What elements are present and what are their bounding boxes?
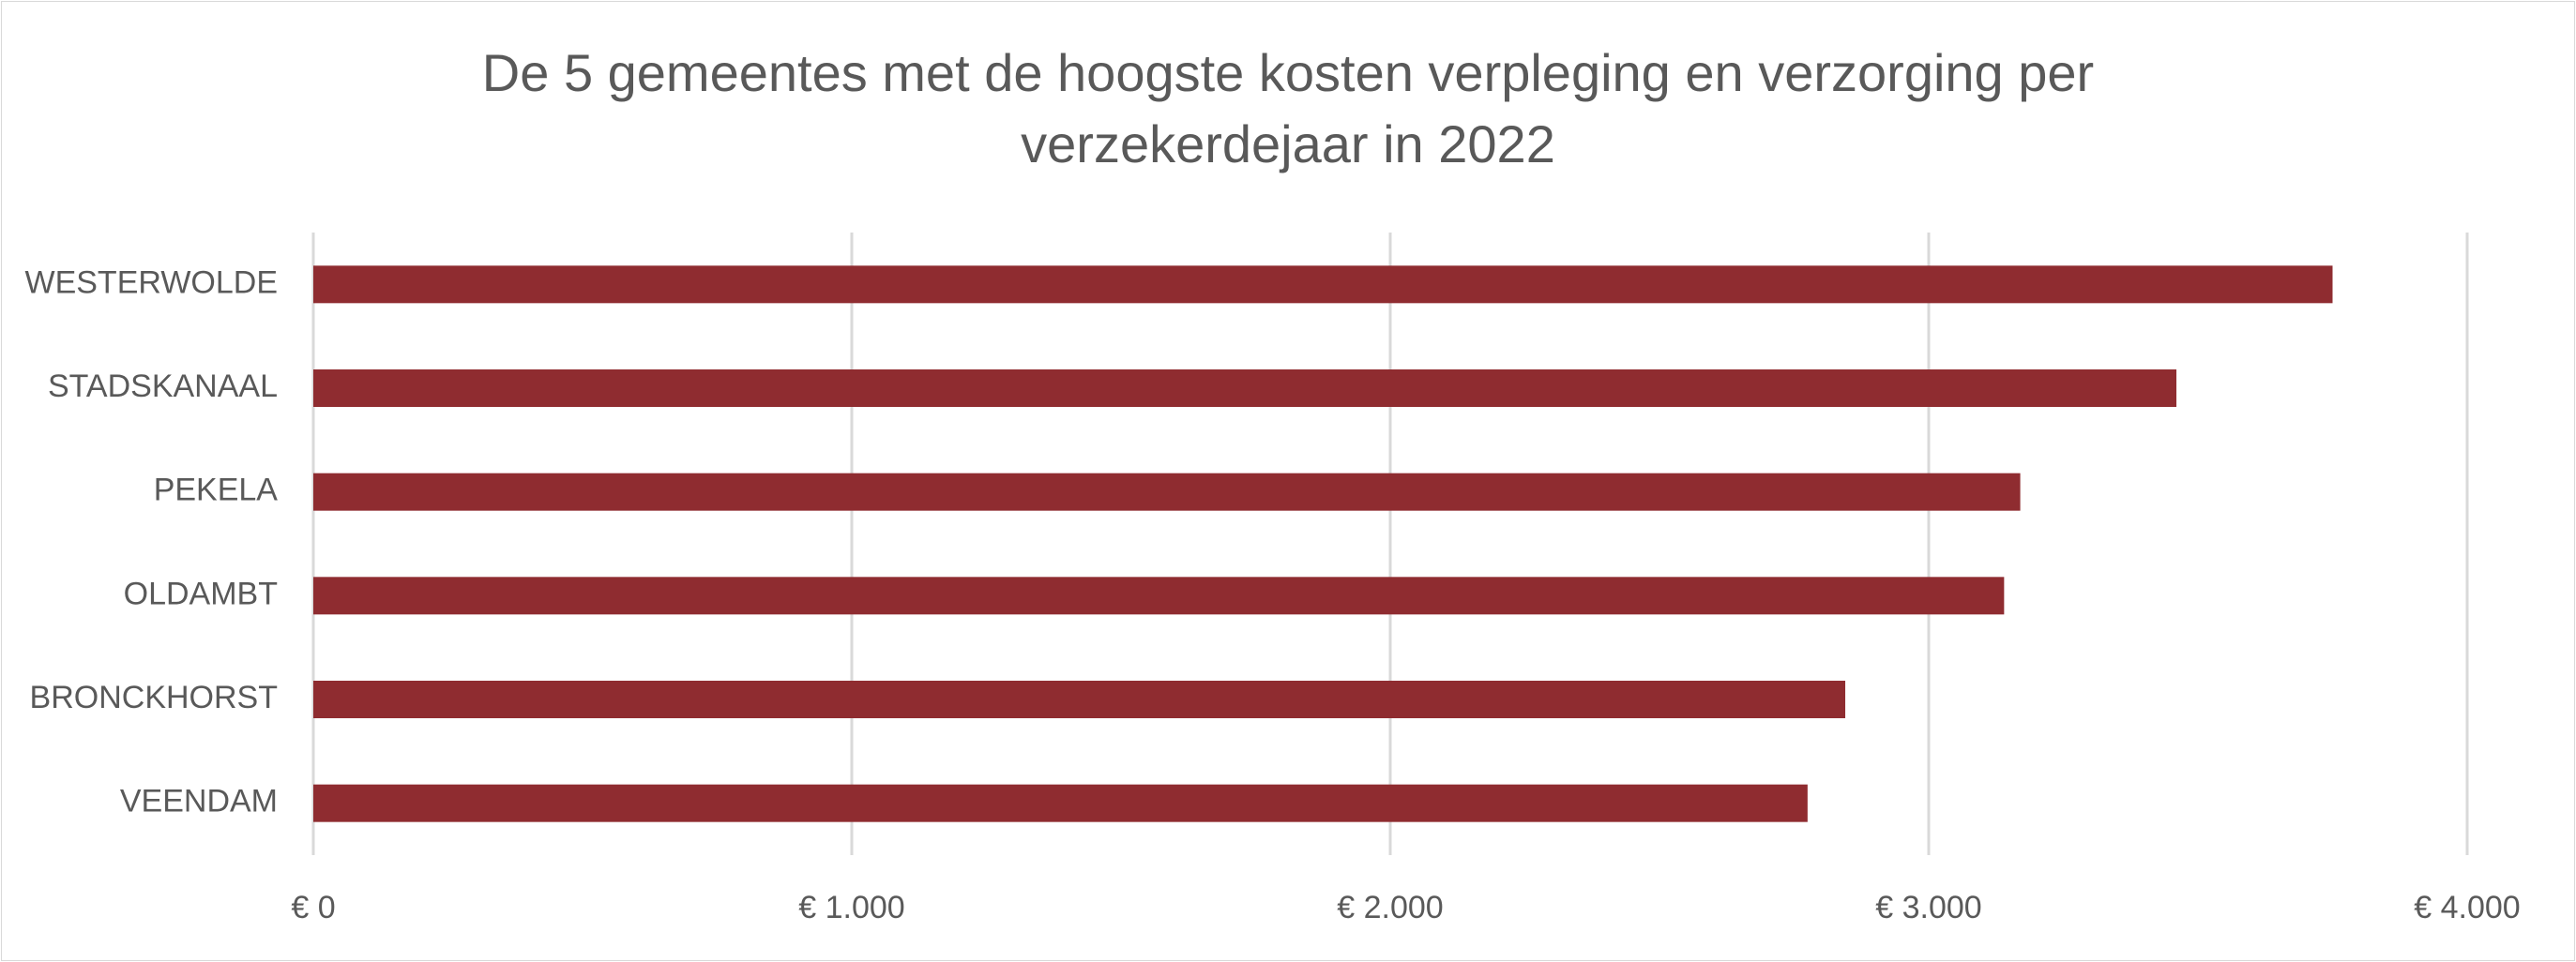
x-tick-label: € 2.000 bbox=[1337, 890, 1443, 925]
y-tick-label: PEKELA bbox=[154, 473, 279, 508]
bar bbox=[313, 577, 2005, 615]
y-tick-label: WESTERWOLDE bbox=[24, 264, 278, 300]
y-tick-label: OLDAMBT bbox=[124, 576, 278, 611]
bar bbox=[313, 473, 2021, 511]
bar bbox=[313, 784, 1808, 822]
bar bbox=[313, 369, 2177, 407]
x-tick-label: € 0 bbox=[291, 890, 335, 925]
bar bbox=[313, 265, 2333, 304]
y-tick-label: BRONCKHORST bbox=[30, 680, 278, 715]
chart-title: De 5 gemeentes met de hoogste kosten ver… bbox=[481, 43, 2095, 173]
x-tick-label: € 3.000 bbox=[1875, 890, 1981, 925]
bar bbox=[313, 681, 1846, 718]
y-tick-label: VEENDAM bbox=[120, 784, 278, 819]
x-tick-label: € 4.000 bbox=[2414, 890, 2520, 925]
y-tick-label: STADSKANAAL bbox=[48, 368, 278, 404]
x-tick-label: € 1.000 bbox=[798, 890, 904, 925]
